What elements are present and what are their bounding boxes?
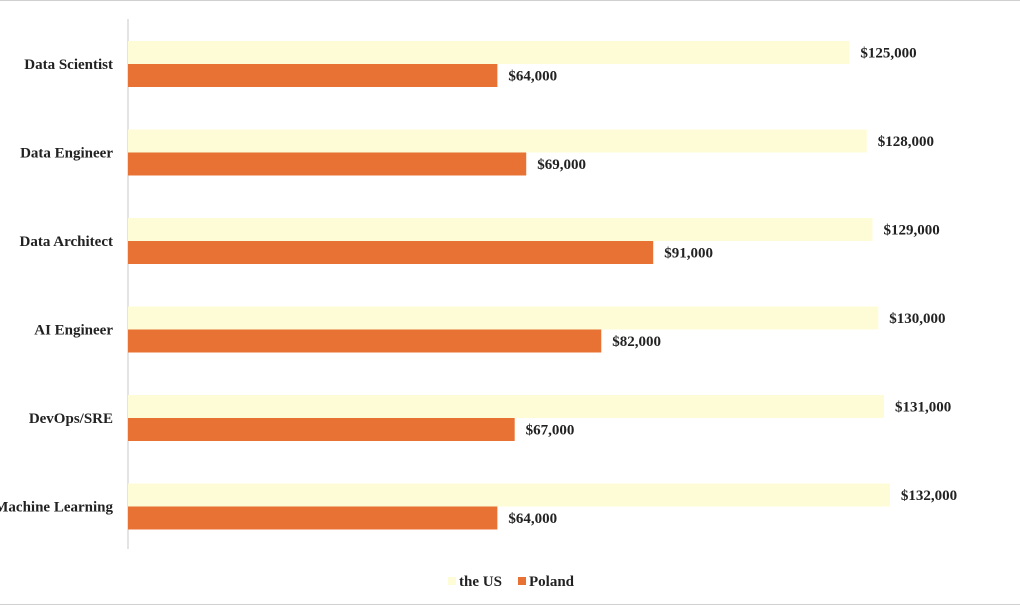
- value-label-the-us-data-scientist: $125,000: [860, 46, 916, 62]
- bar-poland-machine-learning: [128, 506, 498, 530]
- legend-label-poland: Poland: [529, 574, 575, 590]
- category-label-devops-sre: DevOps/SRE: [29, 411, 113, 427]
- bar-poland-data-architect: [128, 241, 654, 264]
- value-label-the-us-devops-sre: $131,000: [895, 400, 951, 416]
- legend-swatch-poland: [518, 577, 526, 585]
- bar-the-us-data-engineer: [128, 129, 867, 153]
- value-label-poland-devops-sre: $67,000: [526, 423, 575, 439]
- category-label-data-engineer: Data Engineer: [20, 146, 113, 162]
- category-label-machine-learning: Machine Learning: [0, 500, 113, 516]
- value-label-poland-data-engineer: $69,000: [537, 157, 586, 173]
- value-label-poland-machine-learning: $64,000: [508, 511, 557, 527]
- value-label-poland-data-scientist: $64,000: [508, 69, 557, 85]
- category-label-data-scientist: Data Scientist: [24, 57, 113, 73]
- bar-the-us-machine-learning: [128, 483, 890, 507]
- value-label-the-us-data-architect: $129,000: [884, 223, 940, 239]
- value-label-poland-ai-engineer: $82,000: [612, 334, 661, 350]
- legend-swatch-the-us: [448, 577, 456, 585]
- bar-the-us-ai-engineer: [128, 306, 879, 330]
- bar-the-us-devops-sre: [128, 395, 885, 418]
- bar-poland-ai-engineer: [128, 329, 602, 353]
- category-label-ai-engineer: AI Engineer: [34, 323, 113, 339]
- bars-group: Data Scientist $125,000 $64,000 Data Engine…: [0, 41, 957, 530]
- bar-poland-data-engineer: [128, 152, 527, 176]
- value-label-poland-data-architect: $91,000: [664, 246, 713, 262]
- bar-the-us-data-scientist: [128, 41, 850, 64]
- legend-label-the-us: the US: [459, 574, 502, 590]
- value-label-the-us-ai-engineer: $130,000: [889, 311, 945, 327]
- category-label-data-architect: Data Architect: [20, 234, 113, 250]
- bar-poland-data-scientist: [128, 64, 498, 87]
- value-label-the-us-data-engineer: $128,000: [878, 134, 934, 150]
- legend: the US Poland: [448, 574, 575, 590]
- value-label-the-us-machine-learning: $132,000: [901, 488, 957, 504]
- bar-poland-devops-sre: [128, 418, 515, 441]
- bar-the-us-data-architect: [128, 218, 873, 241]
